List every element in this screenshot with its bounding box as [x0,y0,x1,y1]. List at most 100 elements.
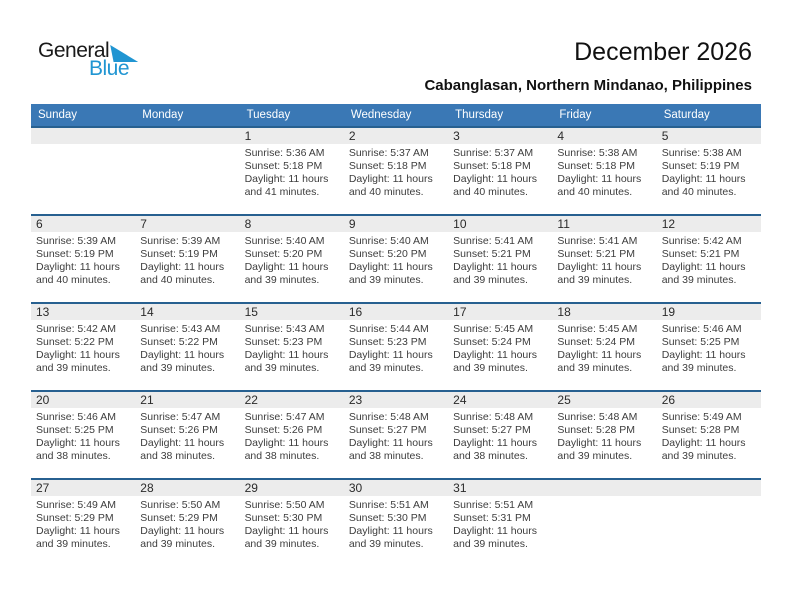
day-details: Sunrise: 5:48 AM Sunset: 5:27 PM Daylight:… [344,408,448,463]
day-cell-17: 17 Sunrise: 5:45 AM Sunset: 5:24 PM Dayligh… [448,304,553,390]
sunrise-text: Sunrise: 5:45 AM [557,323,638,335]
sunrise-text: Sunrise: 5:48 AM [557,411,638,423]
daylight-text: Daylight: 11 hours and 39 minutes. [557,349,642,374]
day-cell-25: 25 Sunrise: 5:48 AM Sunset: 5:28 PM Dayligh… [552,392,657,478]
daylight-text: Daylight: 11 hours and 38 minutes. [140,437,225,462]
day-cell-5: 5 Sunrise: 5:38 AM Sunset: 5:19 PM Daylight… [656,128,761,214]
sunrise-text: Sunrise: 5:47 AM [140,411,221,423]
logo-text-blue: Blue [89,57,130,80]
sunset-text: Sunset: 5:27 PM [348,424,427,436]
sunset-text: Sunset: 5:18 PM [557,160,636,172]
day-number: 7 [135,216,240,232]
day-number: 6 [31,216,136,232]
daylight-text: Daylight: 11 hours and 41 minutes. [244,173,329,198]
week-row: 6 Sunrise: 5:39 AM Sunset: 5:19 PM Daylight… [31,214,761,302]
day-details: Sunrise: 5:42 AM Sunset: 5:22 PM Daylight:… [31,320,135,375]
day-details: Sunrise: 5:48 AM Sunset: 5:28 PM Daylight:… [552,408,656,463]
page-title: December 2026 [574,38,752,66]
daylight-text: Daylight: 11 hours and 39 minutes. [661,349,746,374]
sunset-text: Sunset: 5:29 PM [36,512,114,524]
day-details: Sunrise: 5:51 AM Sunset: 5:31 PM Daylight:… [448,496,552,551]
day-number: 10 [448,216,553,232]
sunrise-text: Sunrise: 5:48 AM [348,411,429,423]
day-cell-1: 1 Sunrise: 5:36 AM Sunset: 5:18 PM Daylight… [239,128,344,214]
day-cell-12: 12 Sunrise: 5:42 AM Sunset: 5:21 PM Dayligh… [656,216,761,302]
sunrise-text: Sunrise: 5:37 AM [348,147,429,159]
weekday-header-sunday: Sunday [38,109,78,121]
day-number: 27 [31,480,136,496]
sunset-text: Sunset: 5:30 PM [244,512,323,524]
day-number: 8 [239,216,344,232]
sunrise-text: Sunrise: 5:42 AM [36,323,116,335]
sunset-text: Sunset: 5:20 PM [348,248,427,260]
day-cell-10: 10 Sunrise: 5:41 AM Sunset: 5:21 PM Dayligh… [448,216,553,302]
day-number: 9 [343,216,449,232]
daylight-text: Daylight: 11 hours and 39 minutes. [140,525,225,550]
day-details: Sunrise: 5:39 AM Sunset: 5:19 PM Daylight:… [31,232,135,287]
day-number: 31 [448,480,553,496]
weekday-header-row: Sunday Monday Tuesday Wednesday Thursday Frid… [31,104,761,126]
day-details: Sunrise: 5:49 AM Sunset: 5:29 PM Daylight:… [31,496,135,551]
day-cell-30: 30 Sunrise: 5:51 AM Sunset: 5:30 PM Dayligh… [343,480,449,566]
logo-text-general: General [38,39,110,62]
sunset-text: Sunset: 5:28 PM [557,424,636,436]
sunset-text: Sunset: 5:29 PM [140,512,218,524]
daylight-text: Daylight: 11 hours and 39 minutes. [453,525,537,550]
sunset-text: Sunset: 5:24 PM [557,336,636,348]
sunset-text: Sunset: 5:27 PM [453,424,531,436]
day-details: Sunrise: 5:41 AM Sunset: 5:21 PM Daylight:… [552,232,656,287]
weekday-header-monday: Monday [142,109,184,121]
daylight-text: Daylight: 11 hours and 39 minutes. [557,437,642,462]
day-details: Sunrise: 5:43 AM Sunset: 5:23 PM Daylight:… [240,320,344,375]
sunrise-text: Sunrise: 5:36 AM [244,147,325,159]
sunset-text: Sunset: 5:30 PM [348,512,427,524]
empty-day-cell [135,128,240,214]
day-number: 3 [448,128,553,144]
day-number: 29 [239,480,344,496]
day-cell-7: 7 Sunrise: 5:39 AM Sunset: 5:19 PM Daylight… [135,216,240,302]
day-number: 2 [343,128,449,144]
day-details: Sunrise: 5:47 AM Sunset: 5:26 PM Daylight:… [135,408,239,463]
day-cell-18: 18 Sunrise: 5:45 AM Sunset: 5:24 PM Dayligh… [552,304,657,390]
day-cell-2: 2 Sunrise: 5:37 AM Sunset: 5:18 PM Daylight… [343,128,449,214]
day-number: 17 [448,304,553,320]
day-number: 15 [239,304,344,320]
daylight-text: Daylight: 11 hours and 39 minutes. [348,525,433,550]
sunset-text: Sunset: 5:26 PM [244,424,323,436]
day-details: Sunrise: 5:45 AM Sunset: 5:24 PM Daylight:… [448,320,552,375]
day-details: Sunrise: 5:46 AM Sunset: 5:25 PM Daylight:… [31,408,135,463]
daylight-text: Daylight: 11 hours and 39 minutes. [661,261,746,286]
day-number: 30 [343,480,449,496]
day-number: 12 [656,216,761,232]
day-cell-14: 14 Sunrise: 5:43 AM Sunset: 5:22 PM Dayligh… [135,304,240,390]
weekday-header-thursday: Thursday [455,109,504,121]
day-number: 4 [552,128,657,144]
day-number: 19 [656,304,761,320]
daylight-text: Daylight: 11 hours and 39 minutes. [244,349,329,374]
sunset-text: Sunset: 5:18 PM [244,160,323,172]
daylight-text: Daylight: 11 hours and 40 minutes. [661,173,746,198]
day-details: Sunrise: 5:42 AM Sunset: 5:21 PM Daylight:… [657,232,761,287]
page-subtitle: Cabanglasan, Northern Mindanao, Philippi… [424,77,752,94]
daylight-text: Daylight: 11 hours and 38 minutes. [453,437,537,462]
calendar-body: 1 Sunrise: 5:36 AM Sunset: 5:18 PM Daylight… [31,126,761,566]
sunrise-text: Sunrise: 5:50 AM [140,499,221,511]
daylight-text: Daylight: 11 hours and 39 minutes. [36,349,120,374]
weekday-header-wednesday: Wednesday [350,109,412,121]
sunrise-text: Sunrise: 5:47 AM [244,411,325,423]
day-cell-15: 15 Sunrise: 5:43 AM Sunset: 5:23 PM Dayligh… [239,304,344,390]
sunset-text: Sunset: 5:19 PM [36,248,114,260]
day-details: Sunrise: 5:49 AM Sunset: 5:28 PM Daylight:… [657,408,761,463]
daylight-text: Daylight: 11 hours and 39 minutes. [348,349,433,374]
day-number: 16 [343,304,449,320]
empty-day-cell [31,128,136,214]
sunset-text: Sunset: 5:21 PM [557,248,636,260]
day-details: Sunrise: 5:45 AM Sunset: 5:24 PM Daylight:… [552,320,656,375]
day-number: 23 [343,392,449,408]
sunset-text: Sunset: 5:31 PM [453,512,531,524]
week-row: 13 Sunrise: 5:42 AM Sunset: 5:22 PM Dayligh… [31,302,761,390]
daylight-text: Daylight: 11 hours and 40 minutes. [348,173,433,198]
day-details: Sunrise: 5:46 AM Sunset: 5:25 PM Daylight:… [657,320,761,375]
daylight-text: Daylight: 11 hours and 40 minutes. [557,173,642,198]
